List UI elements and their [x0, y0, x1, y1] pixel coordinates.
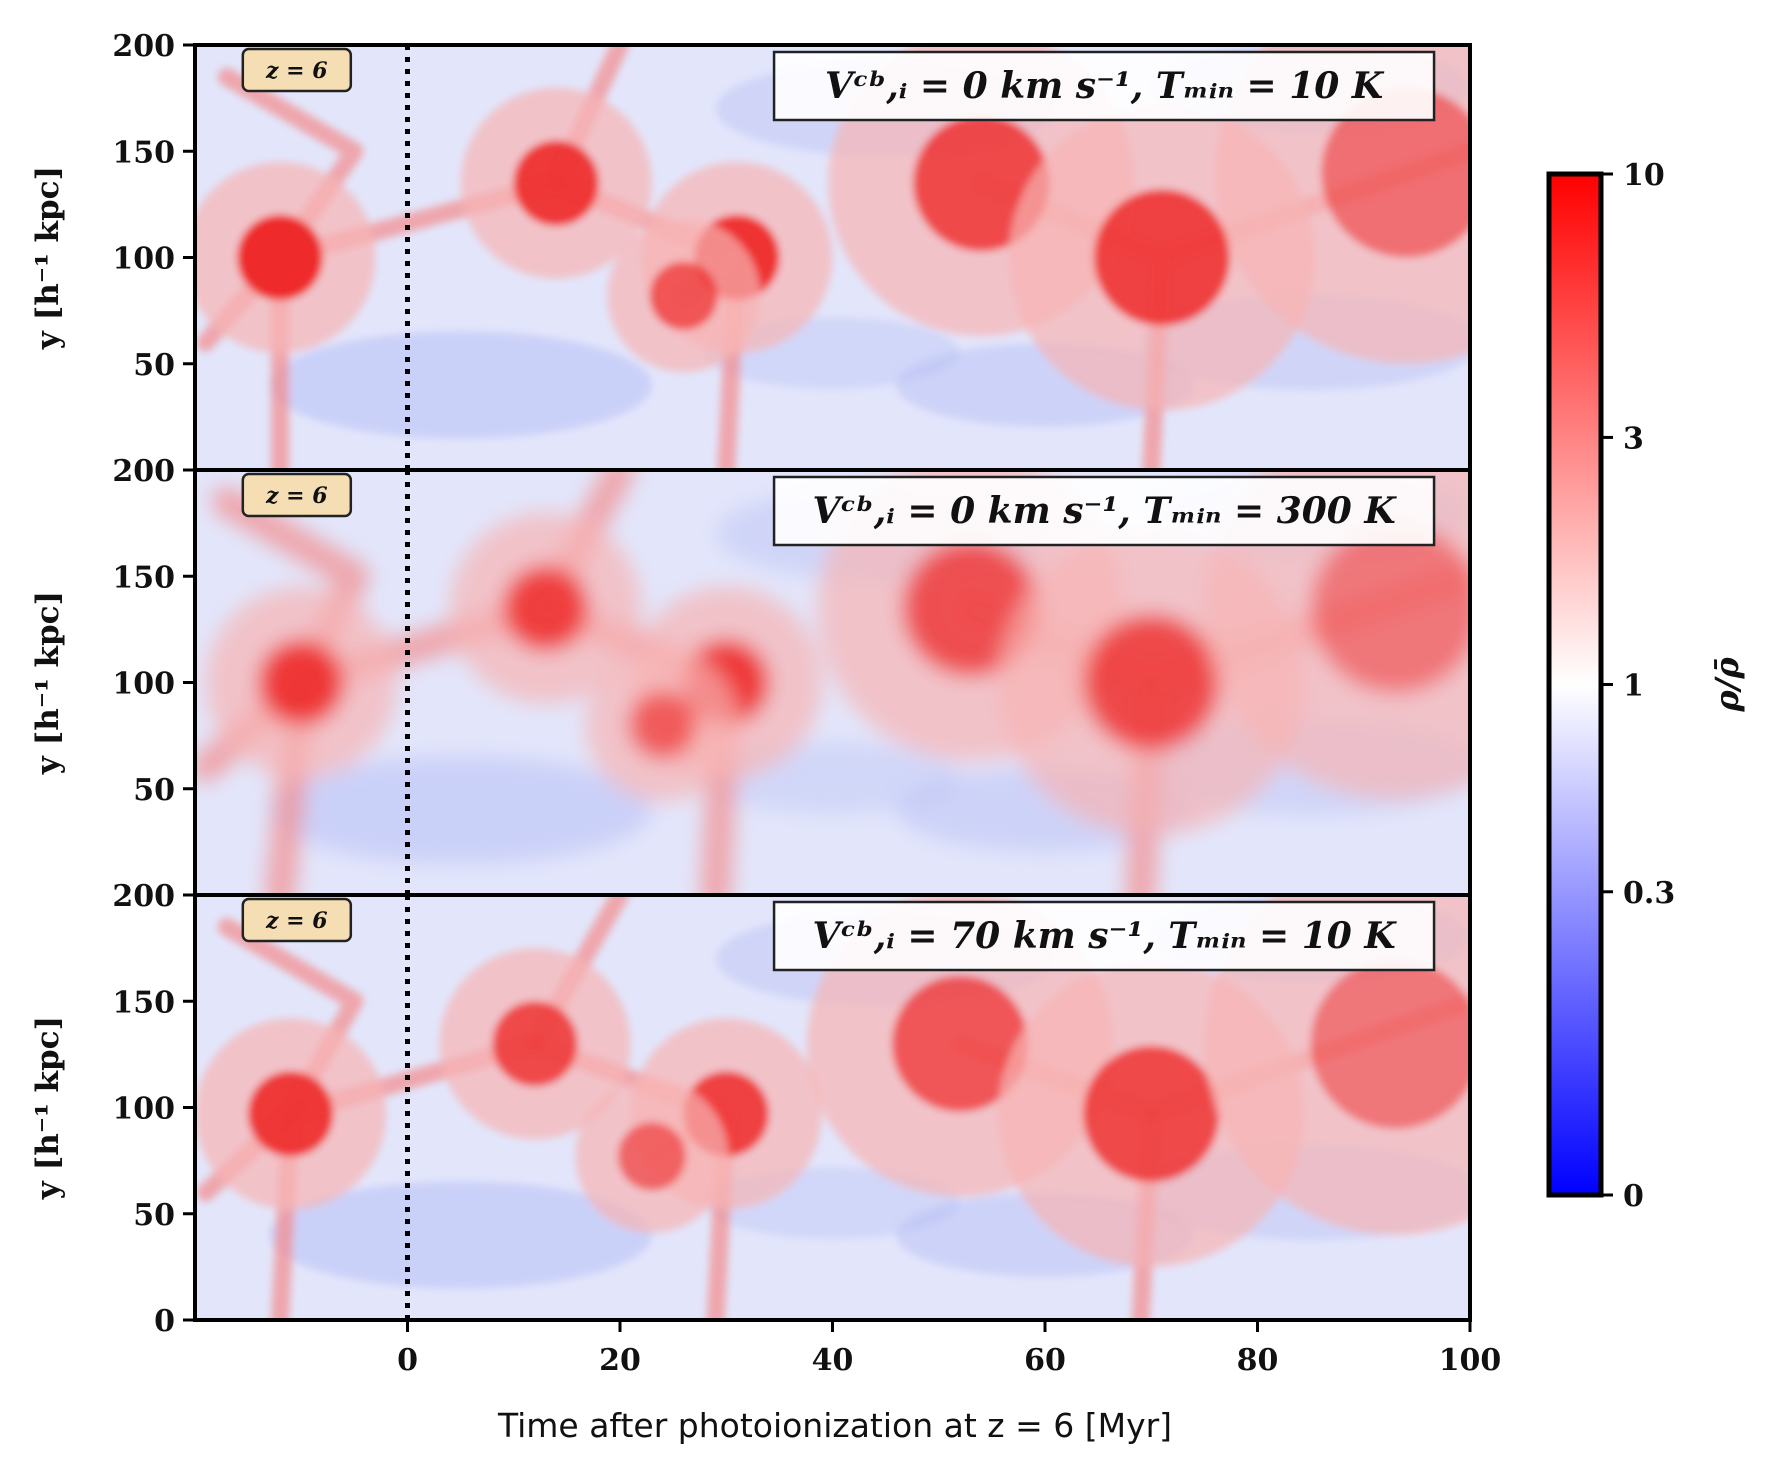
- y-tick-label: 150: [112, 985, 175, 1020]
- panel-title-box: [772, 50, 1436, 122]
- redshift-badge: [241, 897, 353, 943]
- y-axis-label: y [h⁻¹ kpc]: [30, 591, 66, 775]
- x-tick-label: 40: [812, 1343, 854, 1378]
- colorbar-tick-label: 0.3: [1623, 876, 1675, 911]
- panels-layer: Vᶜᵇ,ᵢ = 0 km s⁻¹, Tₘᵢₙ = 10 Kz = 6Vᶜᵇ,ᵢ …: [193, 43, 1472, 1322]
- y-tick-label: 100: [112, 667, 175, 702]
- filament-layer: [195, 470, 1470, 895]
- halo-core: [1083, 1045, 1220, 1182]
- redshift-badge: [241, 47, 353, 93]
- halo-core: [892, 975, 1028, 1112]
- halo-core: [258, 640, 344, 725]
- y-tick-label: 50: [133, 773, 175, 808]
- panel-3: Vᶜᵇ,ᵢ = 70 km s⁻¹, Tₘᵢₙ = 10 K z = 6: [193, 893, 1472, 1322]
- colorbar-tick-label: 0: [1623, 1179, 1644, 1214]
- y-tick-label: 200: [112, 879, 175, 914]
- halo-core: [503, 565, 589, 651]
- y-tick-label: 100: [112, 1092, 175, 1127]
- halo-core: [1310, 523, 1470, 694]
- halo-core: [1321, 87, 1470, 258]
- x-tick-label: 80: [1237, 1343, 1279, 1378]
- colorbar-layer: 10 3 1 0.3 0 ρ/ρ̄: [1546, 158, 1746, 1214]
- void-region: [269, 331, 652, 439]
- y-tick-label: 0: [154, 1304, 175, 1339]
- y-axis-label: y [h⁻¹ kpc]: [30, 1016, 66, 1200]
- void-region: [269, 1181, 652, 1289]
- panel-1: Vᶜᵇ,ᵢ = 0 km s⁻¹, Tₘᵢₙ = 10 K z = 6: [193, 43, 1472, 472]
- x-tick-label: 100: [1439, 1343, 1502, 1378]
- panel-title-box: [772, 900, 1436, 972]
- colorbar-label: ρ/ρ̄: [1708, 657, 1746, 713]
- halo-core: [248, 1071, 334, 1157]
- halo-core: [1093, 189, 1230, 326]
- redshift-badge-label: z = 6: [265, 483, 328, 509]
- y-axis-label: y [h⁻¹ kpc]: [30, 166, 66, 350]
- y-tick-label: 200: [112, 29, 175, 64]
- heatmap-content: [195, 470, 1470, 895]
- halo-core: [1310, 958, 1470, 1129]
- panel-title: Vᶜᵇ,ᵢ = 70 km s⁻¹, Tₘᵢₙ = 10 K: [812, 915, 1397, 957]
- x-tick-label: 20: [599, 1343, 641, 1378]
- halo-core: [628, 691, 697, 759]
- x-tick-label: 60: [1024, 1343, 1066, 1378]
- redshift-badge-label: z = 6: [265, 58, 328, 84]
- panel-2: Vᶜᵇ,ᵢ = 0 km s⁻¹, Tₘᵢₙ = 300 K z = 6: [193, 468, 1472, 897]
- colorbar-tick-label: 10: [1623, 158, 1665, 193]
- colorbar-tick-label: 1: [1623, 669, 1644, 704]
- halo-core: [1083, 614, 1220, 751]
- redshift-badge-label: z = 6: [265, 908, 328, 934]
- halo-core: [513, 140, 599, 226]
- colorbar-tick-label: 3: [1623, 421, 1644, 456]
- redshift-badge: [241, 472, 353, 518]
- panel-title: Vᶜᵇ,ᵢ = 0 km s⁻¹, Tₘᵢₙ = 10 K: [825, 65, 1385, 107]
- halo-core: [617, 1122, 686, 1191]
- y-tick-label: 150: [112, 560, 175, 595]
- y-tick-label: 50: [133, 1198, 175, 1233]
- x-axis-label: Time after photoionization at z = 6 [Myr…: [497, 1406, 1172, 1445]
- panel-title: Vᶜᵇ,ᵢ = 0 km s⁻¹, Tₘᵢₙ = 300 K: [812, 490, 1397, 532]
- void-region: [269, 756, 652, 864]
- colorbar-gradient: [1549, 174, 1601, 1195]
- y-tick-label: 200: [112, 454, 175, 489]
- x-tick-label: 0: [397, 1343, 418, 1378]
- y-tick-label: 100: [112, 242, 175, 277]
- y-tick-label: 150: [112, 135, 175, 170]
- panel-title-box: [772, 475, 1436, 547]
- halo-core: [237, 215, 323, 300]
- halo-core: [649, 261, 718, 330]
- halo-core: [492, 1001, 578, 1087]
- y-tick-label: 50: [133, 348, 175, 383]
